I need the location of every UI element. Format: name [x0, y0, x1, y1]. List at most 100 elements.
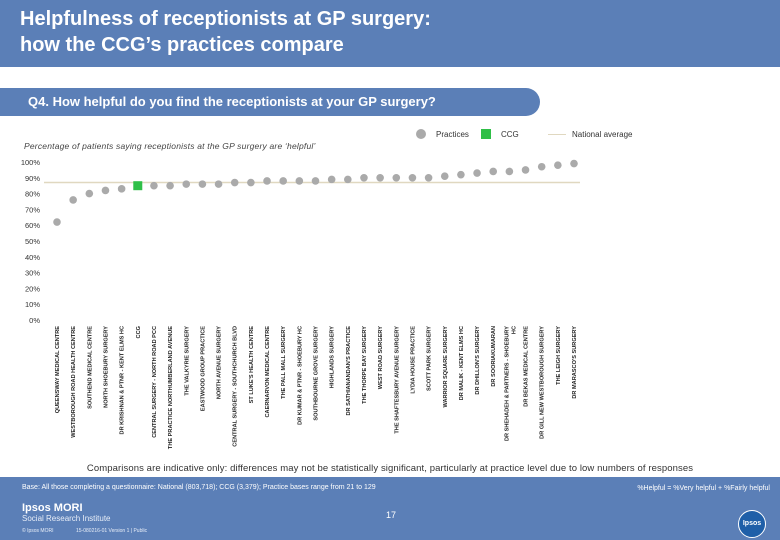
national-line-icon	[548, 133, 566, 135]
practice-point	[537, 162, 546, 171]
y-tick-label: 10%	[25, 300, 40, 309]
category-label: CAERNARVON MEDICAL CENTRE	[265, 326, 271, 418]
helpfulness-chart: 0% 10% 20% 30% 40% 50% 60% 70% 80% 90% 100% QUEENSW…	[21, 158, 580, 449]
practice-point	[392, 174, 401, 182]
category-label: CCG	[136, 326, 142, 338]
category-label: THE LEIGH SURGERY	[556, 326, 562, 385]
practice-point	[489, 167, 498, 176]
practice-dot-icon	[416, 129, 426, 139]
practice-point	[424, 174, 433, 182]
y-tick-label: 70%	[25, 205, 40, 214]
category-label: DR MALIK - KENT ELMS HC	[459, 326, 465, 400]
practice-point	[327, 175, 336, 184]
copyright: © Ipsos MORI	[22, 528, 54, 534]
practice-point	[376, 174, 384, 182]
category-label: DR DHILLON'S SURGERY	[475, 326, 481, 395]
category-label: SCOTT PARK SURGERY	[427, 326, 433, 391]
helpful-definition: %Helpful = %Very helpful + %Fairly helpf…	[637, 485, 770, 492]
category-label: DR KUMAR & PTNR - SHOEBURY HC	[297, 326, 303, 425]
y-tick-label: 100%	[21, 158, 41, 167]
base-note: Base: All those completing a questionnai…	[22, 484, 376, 491]
category-label: DR BEKAS MEDICAL CENTRE	[524, 326, 530, 407]
legend-ccg-label: CCG	[501, 129, 519, 139]
practice-point	[53, 218, 61, 226]
practice-point	[198, 180, 207, 188]
practice-point	[166, 181, 174, 190]
footer-bar	[0, 477, 780, 540]
ipsos-logo: Ipsos	[738, 510, 766, 538]
category-label: THE PALL MALL SURGERY	[281, 326, 287, 399]
job-number: 15-080216-01 Version 1 | Public	[76, 528, 148, 534]
category-label: DR GILL NEW WESTBOROUGH SURGERY	[540, 326, 546, 439]
y-tick-label: 50%	[25, 237, 40, 246]
category-label: CENTRAL SURGERY - SOUTHCHURCH BLVD	[233, 326, 239, 447]
category-label: NORTH AVENUE SURGERY	[217, 326, 223, 399]
legend-ccg: CCG	[481, 128, 519, 140]
ccg-point	[133, 181, 143, 191]
practice-point	[408, 174, 417, 182]
practice-point	[214, 180, 223, 188]
slide-title: Helpfulness of receptionists at GP surge…	[20, 8, 431, 56]
practice-point	[263, 177, 271, 185]
practice-point	[457, 170, 465, 179]
institute-name: Social Research Institute	[22, 514, 111, 523]
practice-point	[505, 167, 514, 176]
practice-point	[311, 177, 320, 185]
practice-point	[230, 178, 239, 187]
ccg-square-icon	[481, 129, 491, 139]
legend-practices-label: Practices	[436, 129, 469, 139]
category-label: SOUTHBOURNE GROVE SURGERY	[314, 326, 320, 421]
category-label: HIGHLANDS SURGERY	[330, 326, 336, 389]
practice-point	[554, 161, 562, 169]
category-label: SOUTHEND MEDICAL CENTRE	[87, 326, 93, 409]
category-label: DR SOORIAKUMARAN	[491, 326, 497, 387]
category-label: THE VALKYRIE SURGERY	[184, 326, 190, 396]
practice-point	[360, 174, 368, 182]
category-label: WARRIOR SQUARE SURGERY	[443, 326, 449, 408]
y-tick-label: 90%	[25, 174, 40, 183]
category-label: WEST ROAD SURGERY	[378, 326, 384, 389]
practice-point	[117, 185, 126, 193]
category-label: DR MARASCO'S SURGERY	[572, 326, 578, 399]
legend-national-label: National average	[572, 129, 633, 139]
category-label: DR SATHIANANDAN'S PRACTICE	[346, 326, 352, 416]
question-text: Q4. How helpful do you find the receptio…	[28, 94, 436, 109]
legend-practices: Practices	[416, 128, 469, 140]
header-banner	[0, 0, 780, 67]
category-label: NORTH SHOEBURY SURGERY	[103, 326, 109, 408]
practice-point	[279, 177, 287, 185]
category-label: DR KRISHNAN & PTNR - KENT ELMS HC	[120, 326, 126, 434]
practice-point	[247, 178, 255, 187]
chart-subtitle: Percentage of patients saying receptioni…	[24, 141, 316, 151]
category-label: THE PRACTICE NORTHUMBERLAND AVENUE	[168, 326, 174, 449]
category-label: ST LUKE'S HEALTH CENTRE	[249, 326, 255, 404]
y-tick-label: 40%	[25, 253, 40, 262]
y-tick-label: 80%	[25, 190, 40, 199]
comparison-note: Comparisons are indicative only: differe…	[86, 463, 694, 474]
practice-point	[344, 175, 352, 184]
legend-national: National average	[548, 128, 632, 140]
category-label: THE THORPE BAY SURGERY	[362, 326, 368, 404]
category-label: CENTRAL SURGERY - NORTH ROAD PCC	[152, 326, 158, 438]
company-name: Ipsos MORI	[22, 502, 83, 514]
category-label: THE SHAFTESBURY AVENUE SURGERY	[394, 326, 400, 434]
category-label: DR SHEHADEH & PARTNERS - SHOEBURYHC	[504, 326, 517, 441]
practice-point	[85, 189, 94, 198]
practice-point	[69, 196, 77, 204]
page-number: 17	[385, 510, 396, 520]
category-label: QUEENSWAY MEDICAL CENTRE	[55, 326, 61, 414]
y-tick-label: 0%	[29, 316, 40, 325]
practice-point	[570, 159, 578, 168]
practice-point	[101, 186, 110, 195]
question-banner	[0, 88, 540, 116]
practice-point	[182, 180, 191, 188]
y-tick-label: 30%	[25, 269, 40, 278]
practice-point	[473, 169, 481, 177]
category-label: EASTWOOD GROUP PRACTICE	[200, 326, 206, 411]
category-label: LYDIA HOUSE PRACTICE	[410, 326, 416, 394]
practice-point	[521, 166, 530, 174]
practice-point	[150, 181, 158, 190]
practice-point	[440, 172, 449, 181]
y-tick-label: 20%	[25, 284, 40, 293]
practice-point	[295, 177, 304, 185]
